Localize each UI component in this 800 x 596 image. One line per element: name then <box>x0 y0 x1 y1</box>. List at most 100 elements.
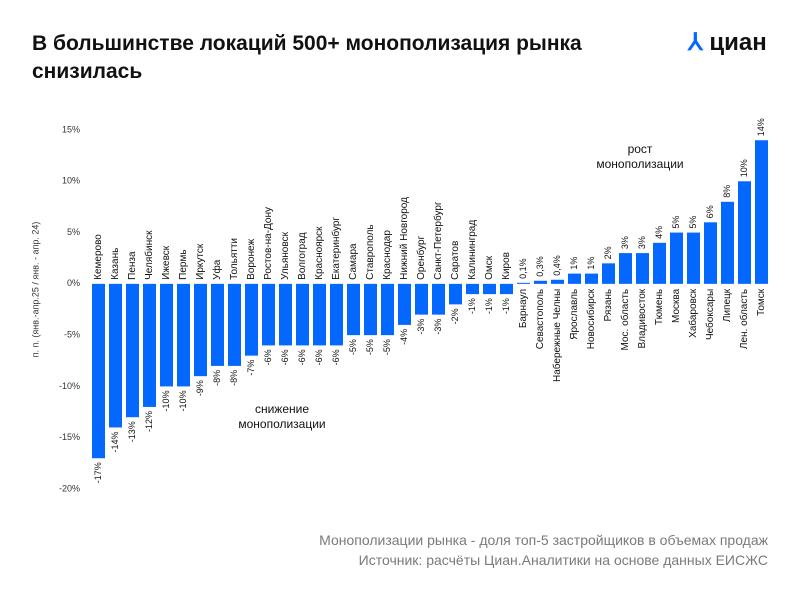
bar <box>432 283 445 315</box>
value-label: -1% <box>467 298 477 314</box>
bar <box>143 283 156 407</box>
annotation: монополизации <box>596 157 683 171</box>
bar <box>109 283 122 428</box>
x-tick-label: Ростов-на-Дону <box>263 207 274 280</box>
bar <box>500 283 513 295</box>
footer-line: Источник: расчёты Циан.Аналитики на осно… <box>358 552 768 568</box>
y-tick-label: 5% <box>67 227 80 237</box>
bar <box>262 283 275 346</box>
value-label: -5% <box>365 339 375 355</box>
value-label: 5% <box>688 216 698 229</box>
value-label: -1% <box>484 298 494 314</box>
value-label: 0,1% <box>518 258 528 279</box>
x-tick-label: Челябинск <box>143 230 155 280</box>
value-label: -8% <box>229 370 239 386</box>
value-label: 6% <box>705 205 715 218</box>
bar <box>347 283 360 336</box>
value-label: -5% <box>382 339 392 355</box>
bar <box>636 253 649 284</box>
x-tick-label: Мос. область <box>619 289 631 351</box>
x-tick-label: Хабаровск <box>687 288 699 338</box>
value-label: -10% <box>161 390 171 411</box>
x-tick-label: Краснодар <box>382 230 393 280</box>
x-tick-label: Екатеринбург <box>330 217 342 280</box>
bar <box>738 181 751 284</box>
x-tick-label: Казань <box>110 248 121 280</box>
bar <box>517 282 530 284</box>
bar <box>704 222 717 284</box>
value-label: -1% <box>501 298 511 314</box>
x-tick-label: Кемерово <box>93 234 104 280</box>
y-axis-label: п. п. (янв.-апр.25 / янв. - апр. 24) <box>30 222 40 358</box>
x-tick-label: Ульяновск <box>280 231 291 279</box>
x-tick-label: Пермь <box>178 249 189 279</box>
x-tick-label: Москва <box>671 288 682 323</box>
bar <box>330 283 343 346</box>
x-tick-label: Владивосток <box>637 288 648 348</box>
value-label: -3% <box>433 319 443 335</box>
bar <box>177 283 190 387</box>
value-label: -10% <box>178 390 188 411</box>
value-label: -4% <box>399 329 409 345</box>
bar <box>670 232 683 284</box>
x-tick-label: Новосибирск <box>585 288 597 349</box>
value-label: -2% <box>450 308 460 324</box>
bar <box>126 283 139 418</box>
value-label: -13% <box>127 421 137 442</box>
bar <box>687 232 700 284</box>
bar <box>381 283 394 336</box>
x-tick-label: Волгоград <box>297 232 308 280</box>
bar <box>245 283 258 356</box>
value-label: 1% <box>586 257 596 270</box>
bar <box>364 283 377 336</box>
value-label: 2% <box>603 246 613 259</box>
y-tick-label: -20% <box>59 483 80 493</box>
bar <box>415 283 428 315</box>
x-tick-label: Севастополь <box>535 289 546 349</box>
x-tick-label: Тольятти <box>229 238 240 280</box>
bar <box>398 283 411 325</box>
value-label: 14% <box>756 118 766 136</box>
value-label: 8% <box>722 185 732 198</box>
value-label: 3% <box>637 236 647 249</box>
value-label: 1% <box>569 257 579 270</box>
x-tick-label: Ижевск <box>161 245 172 280</box>
chart: п. п. (янв.-апр.25 / янв. - апр. 24) -20%… <box>30 118 768 493</box>
value-label: 5% <box>671 216 681 229</box>
x-tick-label: Томск <box>756 288 767 316</box>
value-label: 0,4% <box>552 255 562 276</box>
value-label: -6% <box>263 349 273 365</box>
value-label: -6% <box>297 349 307 365</box>
x-tick-label: Чебоксары <box>704 289 716 340</box>
bar <box>653 242 666 284</box>
bar <box>160 283 173 387</box>
value-label: -7% <box>246 360 256 376</box>
annotation: снижение <box>255 402 309 416</box>
bar <box>755 140 768 284</box>
x-tick-label: Липецк <box>722 288 733 322</box>
x-tick-label: Лен. область <box>738 289 750 349</box>
x-tick-label: Иркутск <box>195 243 206 280</box>
logo: ⅄ циан <box>688 28 767 57</box>
title: В большинстве локаций 500+ монополизация… <box>32 32 582 83</box>
bar <box>211 283 224 366</box>
bar <box>466 283 479 295</box>
x-tick-label: Ярославль <box>569 289 580 340</box>
y-tick-label: 15% <box>62 124 80 134</box>
bar <box>551 279 564 284</box>
bar <box>619 253 632 284</box>
bar <box>228 283 241 366</box>
value-label: 4% <box>654 226 664 239</box>
x-tick-label: Барнаул <box>518 289 529 328</box>
y-tick-label: -5% <box>64 330 80 340</box>
bar <box>279 283 292 346</box>
bar <box>534 280 547 284</box>
value-label: -9% <box>195 380 205 396</box>
bar <box>449 283 462 305</box>
value-label: -8% <box>212 370 222 386</box>
y-tick-label: -15% <box>59 432 80 442</box>
value-label: 0,3% <box>535 256 545 277</box>
x-tick-label: Самара <box>348 243 359 280</box>
y-tick-label: 10% <box>62 176 80 186</box>
